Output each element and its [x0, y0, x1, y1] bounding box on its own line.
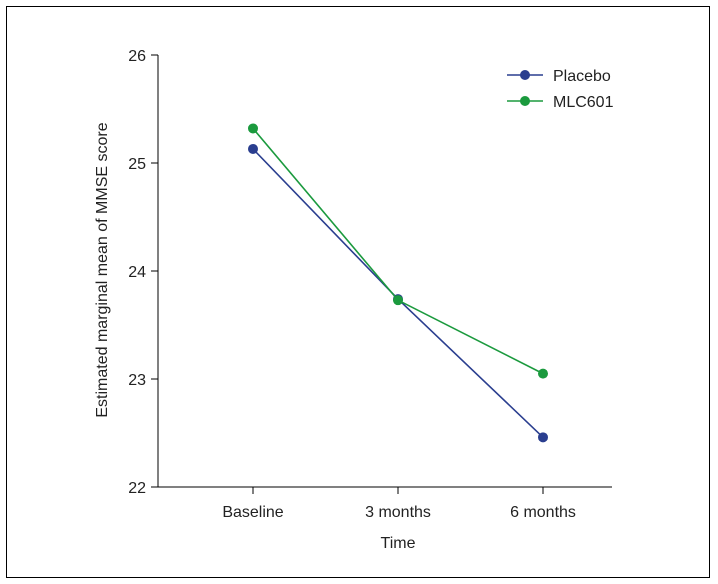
- series-group: [248, 123, 548, 443]
- x-tick-label: 6 months: [510, 504, 576, 521]
- y-tick-label: 22: [128, 480, 146, 497]
- legend-swatch-marker: [520, 70, 530, 80]
- data-point-placebo: [538, 432, 548, 443]
- data-point-mlc601: [248, 123, 258, 134]
- axes: [157, 55, 612, 488]
- x-axis-title: Time: [381, 535, 416, 552]
- legend: Placebo MLC601: [507, 68, 614, 111]
- y-axis-title: Estimated marginal mean of MMSE score: [94, 122, 111, 417]
- x-tick-label: Baseline: [222, 504, 283, 521]
- data-point-mlc601: [393, 295, 403, 306]
- series-line-mlc601: [252, 127, 544, 375]
- data-point-placebo: [248, 143, 258, 154]
- series-line-placebo: [252, 148, 544, 438]
- data-point-mlc601: [538, 368, 548, 379]
- legend-label: Placebo: [553, 68, 611, 85]
- y-tick-label: 26: [128, 48, 146, 65]
- x-tick-label: 3 months: [365, 504, 431, 521]
- y-tick-label: 24: [128, 264, 146, 281]
- y-tick-label: 25: [128, 156, 146, 173]
- legend-swatch-marker: [520, 96, 530, 106]
- y-tick-label: 23: [128, 372, 146, 389]
- figure-frame: [6, 6, 710, 578]
- legend-label: MLC601: [553, 94, 614, 111]
- y-ticks: 22 23 24 25 26: [128, 48, 158, 497]
- x-ticks: Baseline 3 months 6 months: [222, 487, 576, 521]
